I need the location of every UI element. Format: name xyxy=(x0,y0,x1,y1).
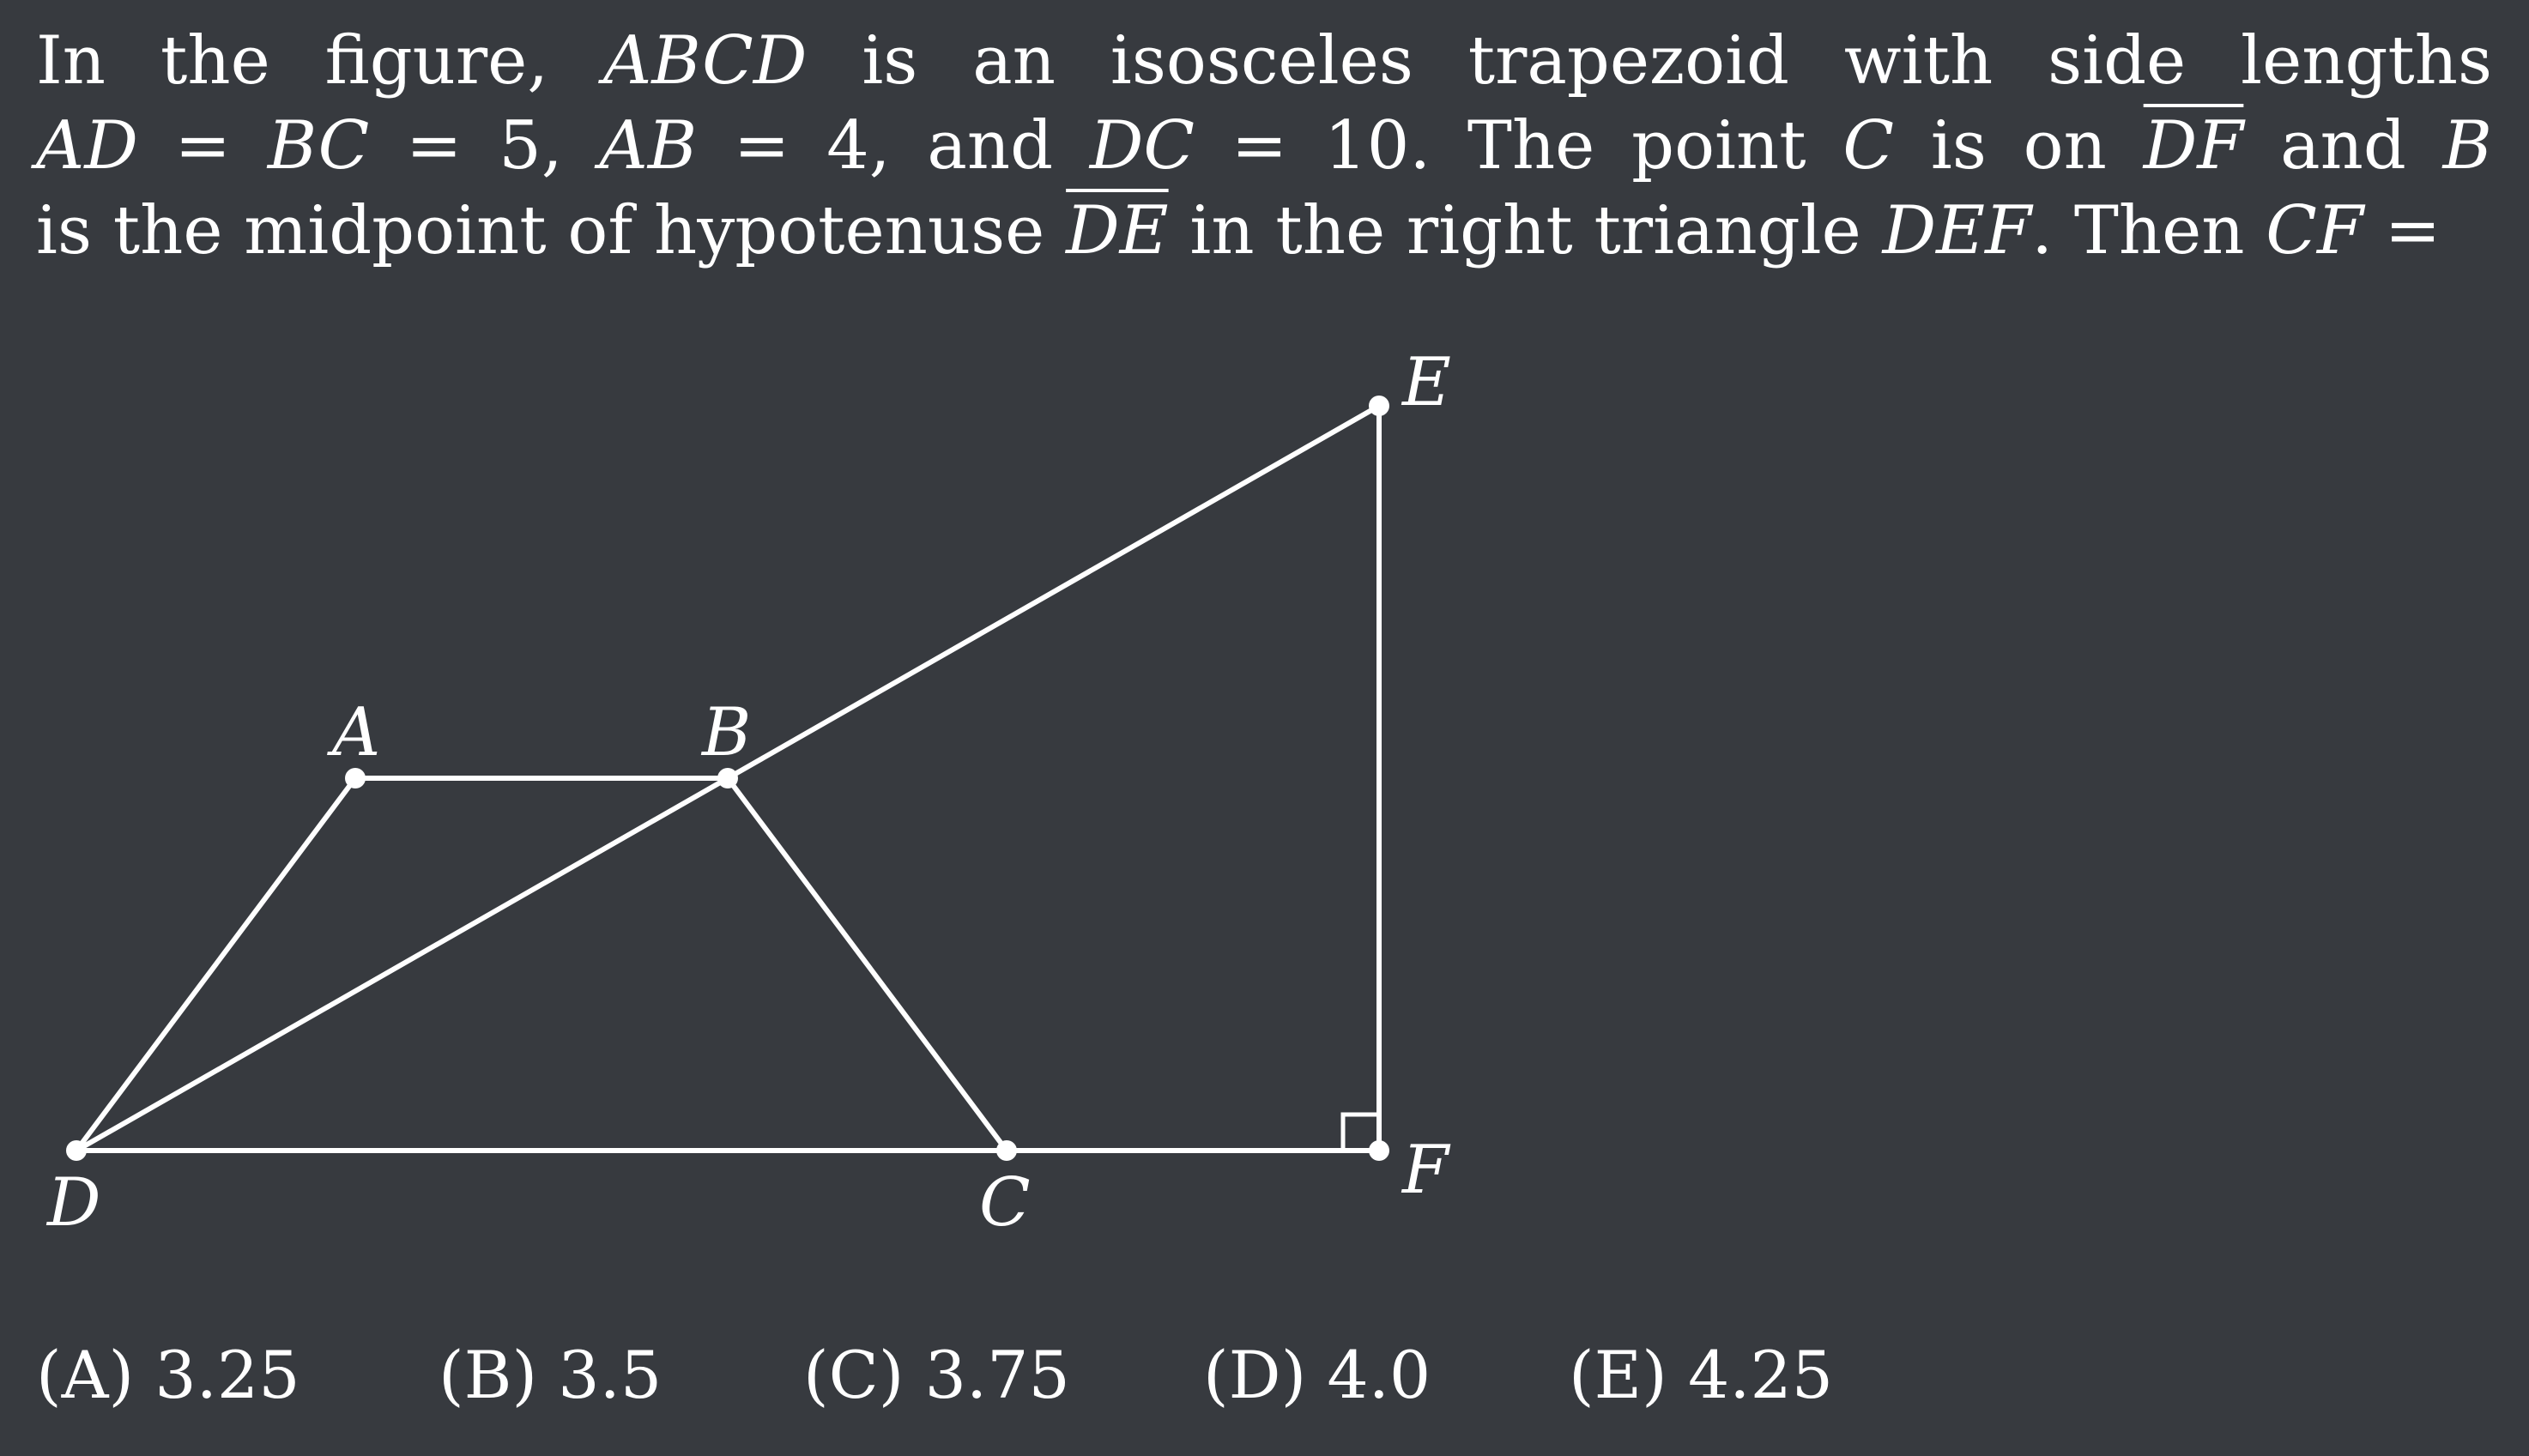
choice-d[interactable]: (D) 4.0 xyxy=(1203,1337,1431,1413)
label-f: F xyxy=(1401,1132,1451,1209)
problem-line-3: is the midpoint of hypotenuse DE in the … xyxy=(36,192,2441,269)
point-c xyxy=(996,1140,1017,1161)
problem-line-1: In the figure, ABCD is an isosceles trap… xyxy=(36,22,2492,100)
choice-b[interactable]: (B) 3.5 xyxy=(439,1337,663,1413)
label-d: D xyxy=(45,1164,101,1242)
segment-bc xyxy=(725,776,1009,1153)
right-angle-marker xyxy=(1340,1112,1382,1153)
label-b: B xyxy=(700,694,751,771)
point-d xyxy=(66,1140,87,1161)
label-a: A xyxy=(327,694,380,771)
point-e xyxy=(1369,396,1389,416)
problem-text: In the figure, ABCD is an isosceles trap… xyxy=(36,19,2492,274)
choice-e[interactable]: (E) 4.25 xyxy=(1569,1337,1834,1413)
point-a xyxy=(345,768,366,788)
problem-line-2: AD = BC = 5, AB = 4, and DC = 10. The po… xyxy=(36,107,2492,184)
label-e: E xyxy=(1401,344,1451,421)
choice-c[interactable]: (C) 3.75 xyxy=(803,1337,1070,1413)
label-c: C xyxy=(979,1164,1031,1242)
choice-a[interactable]: (A) 3.25 xyxy=(36,1337,300,1413)
point-b xyxy=(717,768,738,788)
point-f xyxy=(1369,1140,1389,1161)
segment-ad xyxy=(74,776,358,1153)
